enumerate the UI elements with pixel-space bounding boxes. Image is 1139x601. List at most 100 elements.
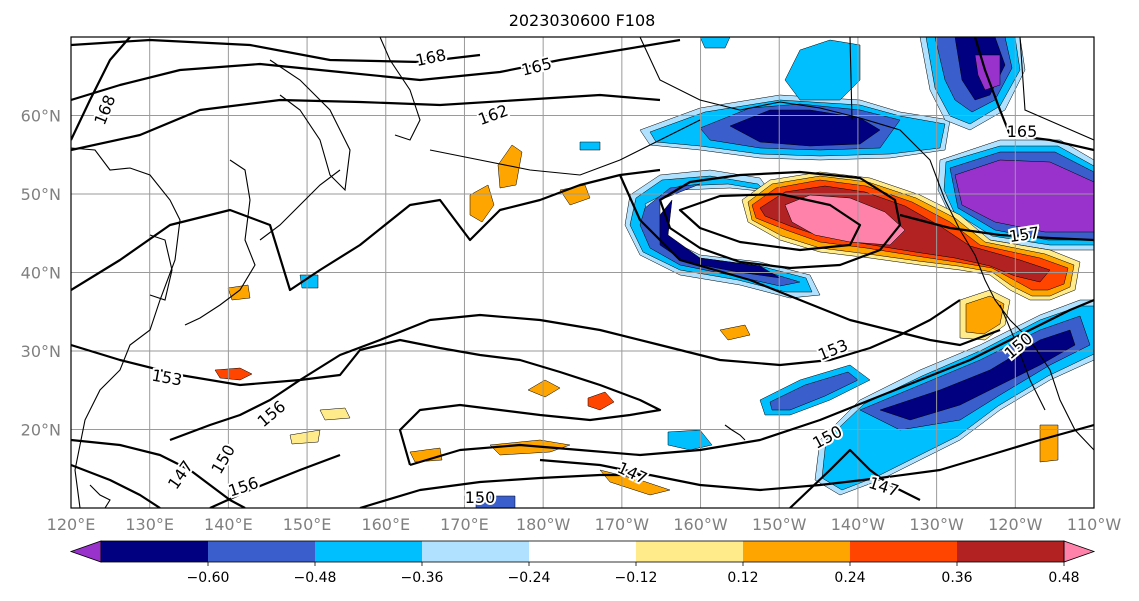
coastline-philippines <box>89 484 111 508</box>
coastline-japan <box>184 159 256 326</box>
contour-156 <box>169 338 662 466</box>
coastline-korea <box>149 234 173 301</box>
contour-150-lower <box>359 473 650 508</box>
shade-small-pos-blobs <box>214 144 1059 496</box>
contour-147-east <box>539 423 1094 492</box>
longitude-tick-label: 120°E <box>47 515 96 534</box>
coastline-asia <box>71 147 181 508</box>
latitude-tick-label: 60°N <box>21 107 61 126</box>
contour-153-south <box>71 299 961 387</box>
shade-orange <box>227 284 251 301</box>
contour-147-west <box>71 463 161 508</box>
longitude-tick-label: 140°E <box>204 515 253 534</box>
colorbar-tick-label: 0.12 <box>727 570 758 586</box>
colorbar-tick-label: −0.48 <box>294 570 337 586</box>
longitude-tick-label: 160°W <box>673 515 728 534</box>
contour-label: 165 <box>1007 122 1038 141</box>
colorbar-extend-low <box>69 540 102 563</box>
longitude-tick-label: 120°W <box>988 515 1043 534</box>
contour-165-north <box>71 38 681 102</box>
contour-162 <box>71 93 661 152</box>
latitude-labels: 60°N 50°N 40°N 30°N 20°N <box>21 107 61 440</box>
map-frame <box>70 36 1095 509</box>
longitude-labels: 120°E 130°E 140°E 150°E 160°E 170°E 180°W 170°W… <box>47 515 1122 534</box>
contour-157-loop <box>658 170 902 270</box>
shade-pink <box>784 194 906 246</box>
longitude-tick-label: 150°W <box>752 515 807 534</box>
longitude-tick-label: 130°E <box>125 515 174 534</box>
longitude-tick-label: 130°W <box>909 515 964 534</box>
longitude-tick-label: 160°E <box>361 515 410 534</box>
shade-cyan <box>699 37 731 49</box>
shade-orange <box>965 295 1005 335</box>
colorbar-segment <box>957 541 1064 562</box>
shade-westcoast-neg <box>937 139 1094 251</box>
contour-168-west <box>71 37 131 141</box>
colorbar: −0.60 −0.48 −0.36 −0.24 −0.12 0.12 0.24 0.36 0.4… <box>69 540 1096 586</box>
colorbar-tick-label: 0.24 <box>834 570 865 586</box>
shade-small-neg-blobs <box>299 37 731 508</box>
colorbar-segment <box>743 541 850 562</box>
contour-157-east <box>899 213 1094 242</box>
contour-label: 157 <box>1008 223 1041 246</box>
shade-red <box>214 367 253 381</box>
colorbar-segment <box>850 541 957 562</box>
colorbar-segment <box>101 541 208 562</box>
latitude-tick-label: 30°N <box>21 342 61 361</box>
shade-orange <box>527 379 561 398</box>
coastline-aleutians <box>429 119 701 176</box>
figure-title: 2023030600 F108 <box>509 11 656 30</box>
shading-layer <box>214 37 1094 508</box>
coastline-alaska <box>639 37 946 201</box>
latitude-tick-label: 50°N <box>21 185 61 204</box>
shade-cyan-north <box>784 39 861 101</box>
contour-northeast-165 <box>973 37 1094 152</box>
contour-168-north <box>71 38 481 64</box>
colorbar-tick-label: −0.36 <box>401 570 444 586</box>
colorbar-segment <box>422 541 529 562</box>
colorbar-tick-label: 0.36 <box>941 570 972 586</box>
shade-orange <box>599 469 671 496</box>
colorbar-segment <box>315 541 422 562</box>
colorbar-frame <box>100 540 1065 563</box>
shade-blue <box>475 495 516 508</box>
shade-navy <box>879 329 1076 421</box>
contour-147-far <box>789 448 921 508</box>
colorbar-segment <box>208 541 315 562</box>
latitude-tick-label: 20°N <box>21 421 61 440</box>
shade-red <box>587 391 615 411</box>
colorbar-tick-label: −0.60 <box>187 570 230 586</box>
longitude-tick-label: 110°W <box>1067 515 1122 534</box>
longitude-tick-label: 140°W <box>831 515 886 534</box>
coastline-north-america <box>944 199 1094 451</box>
longitude-tick-label: 180°W <box>516 515 571 534</box>
shade-navy <box>729 109 881 147</box>
shade-orange <box>1039 424 1059 463</box>
latitude-tick-label: 40°N <box>21 264 61 283</box>
longitude-tick-label: 170°E <box>440 515 489 534</box>
shade-cyan <box>579 141 601 151</box>
colorbar-extend-high <box>1063 540 1096 563</box>
coastline-canada-inland <box>849 37 1094 141</box>
coastline-kuril <box>259 169 341 241</box>
map-content: 168 165 162 168 165 157 153 156 150 147 … <box>71 37 1094 508</box>
height-contours <box>71 37 1094 508</box>
shade-gulf-of-alaska-neg <box>639 94 951 161</box>
gridlines <box>71 37 1094 508</box>
shade-yellow <box>319 407 351 421</box>
coastline-kamchatka <box>269 59 351 192</box>
contour-inner-loop <box>678 192 862 252</box>
shade-orange <box>719 324 751 341</box>
colorbar-tick-label: 0.48 <box>1048 570 1079 586</box>
shade-purple <box>954 159 1094 233</box>
colorbar-segment <box>636 541 743 562</box>
contour-150-band <box>409 298 1094 467</box>
contour-label: 150 <box>465 488 496 507</box>
longitude-tick-label: 150°E <box>283 515 332 534</box>
colorbar-tick-label: −0.12 <box>615 570 658 586</box>
longitude-tick-label: 170°W <box>595 515 650 534</box>
coastline-hawaii <box>724 424 746 441</box>
colorbar-segment <box>529 541 636 562</box>
shade-yellow <box>289 429 321 445</box>
